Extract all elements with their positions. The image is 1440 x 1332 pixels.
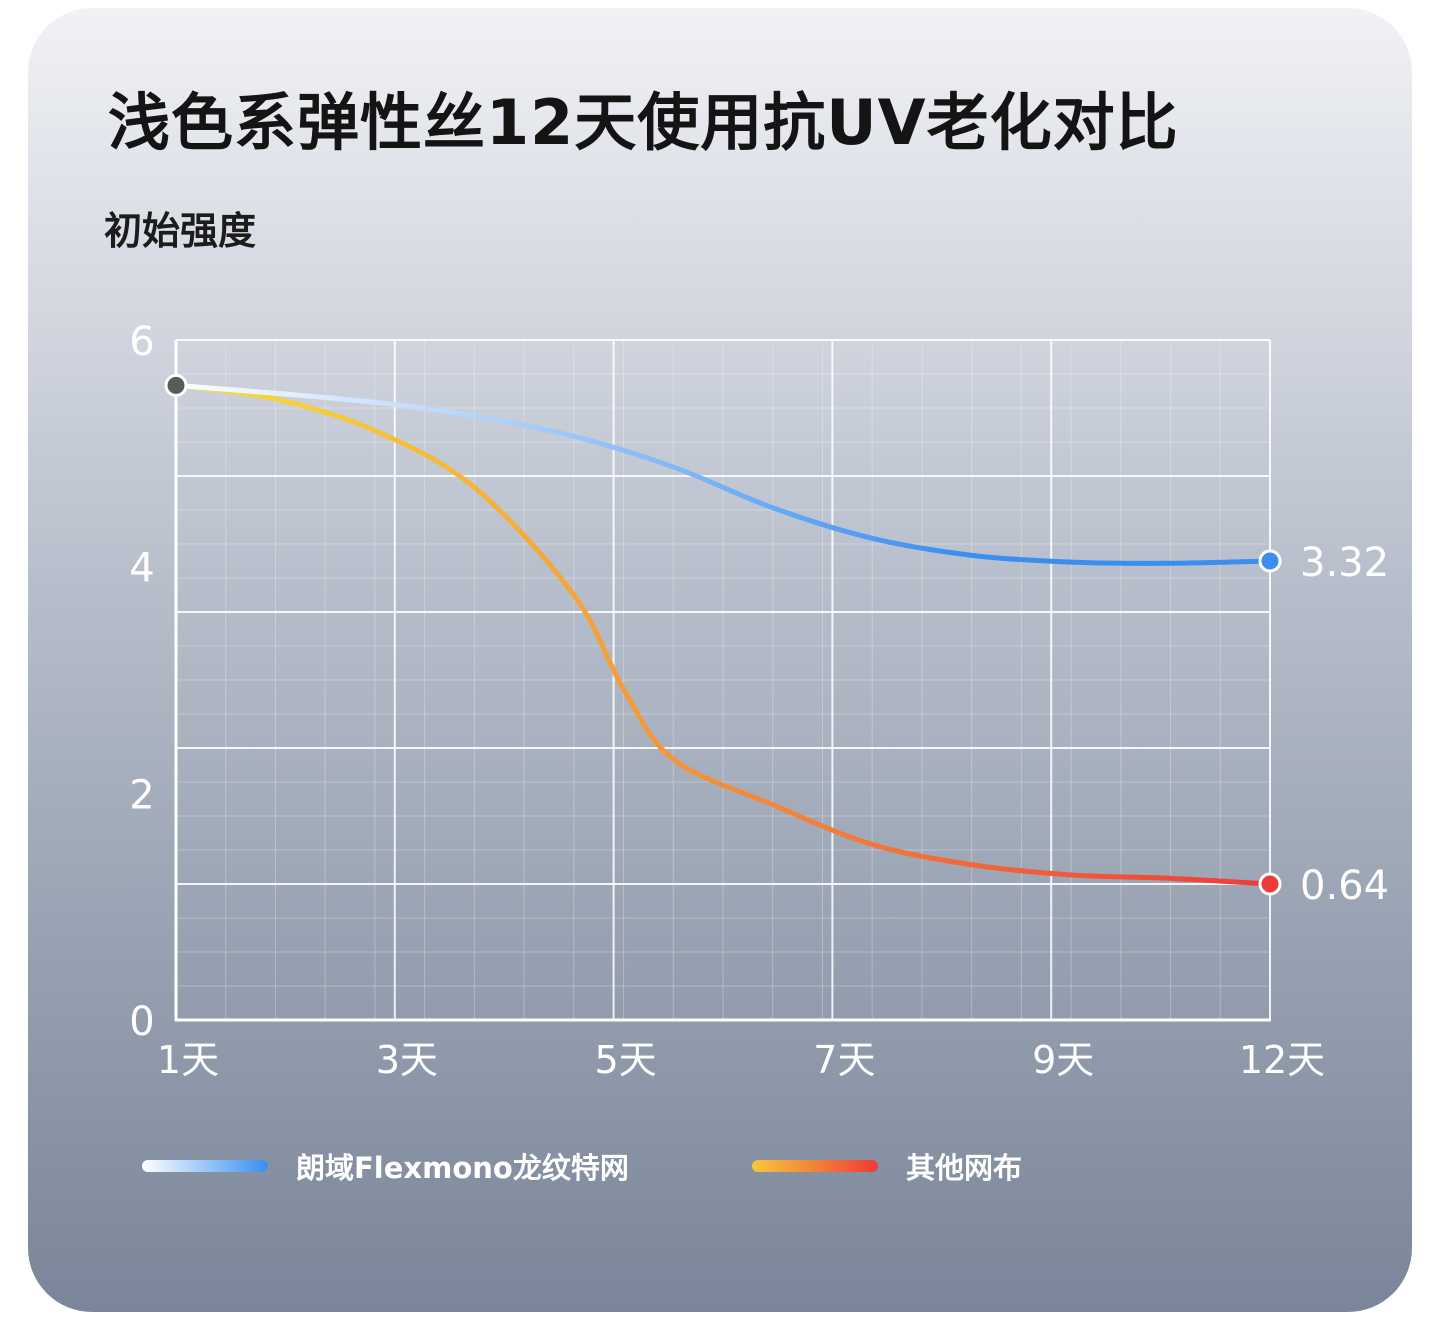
y-axis-label: 初始强度 [104, 209, 257, 253]
legend-label-flexmono: 朗域Flexmono龙纹特网 [296, 1151, 629, 1185]
legend-swatch-flexmono [142, 1160, 268, 1172]
x-tick-label: 7天 [813, 1038, 875, 1082]
legend-item-other: 其他网布 [752, 1146, 1022, 1186]
legend-label-other: 其他网布 [906, 1151, 1023, 1185]
x-tick-label: 9天 [1032, 1038, 1094, 1082]
end-value-label-flexmono: 3.32 [1300, 540, 1389, 586]
series-line-other [173, 382, 1273, 887]
legend-item-flexmono: 朗域Flexmono龙纹特网 [142, 1146, 629, 1186]
x-tick-label: 5天 [595, 1038, 657, 1082]
y-tick-label: 0 [129, 999, 154, 1045]
chart-card: 浅色系弹性丝12天使用抗UV老化对比 初始强度 朗域Flexmono龙纹特网 其… [28, 8, 1412, 1312]
end-point-other [1258, 872, 1282, 896]
start-point [164, 373, 188, 397]
y-tick-label: 2 [129, 772, 154, 818]
y-tick-label: 4 [129, 546, 154, 592]
series-line-flexmono [173, 382, 1273, 566]
legend-swatch-other [752, 1160, 878, 1172]
x-tick-label: 1天 [157, 1038, 219, 1082]
x-tick-label: 12天 [1239, 1038, 1325, 1082]
end-point-flexmono [1258, 549, 1282, 573]
x-tick-label: 3天 [376, 1038, 438, 1082]
end-value-label-other: 0.64 [1300, 863, 1389, 909]
chart-title: 浅色系弹性丝12天使用抗UV老化对比 [108, 86, 1179, 159]
y-tick-label: 6 [129, 319, 154, 365]
